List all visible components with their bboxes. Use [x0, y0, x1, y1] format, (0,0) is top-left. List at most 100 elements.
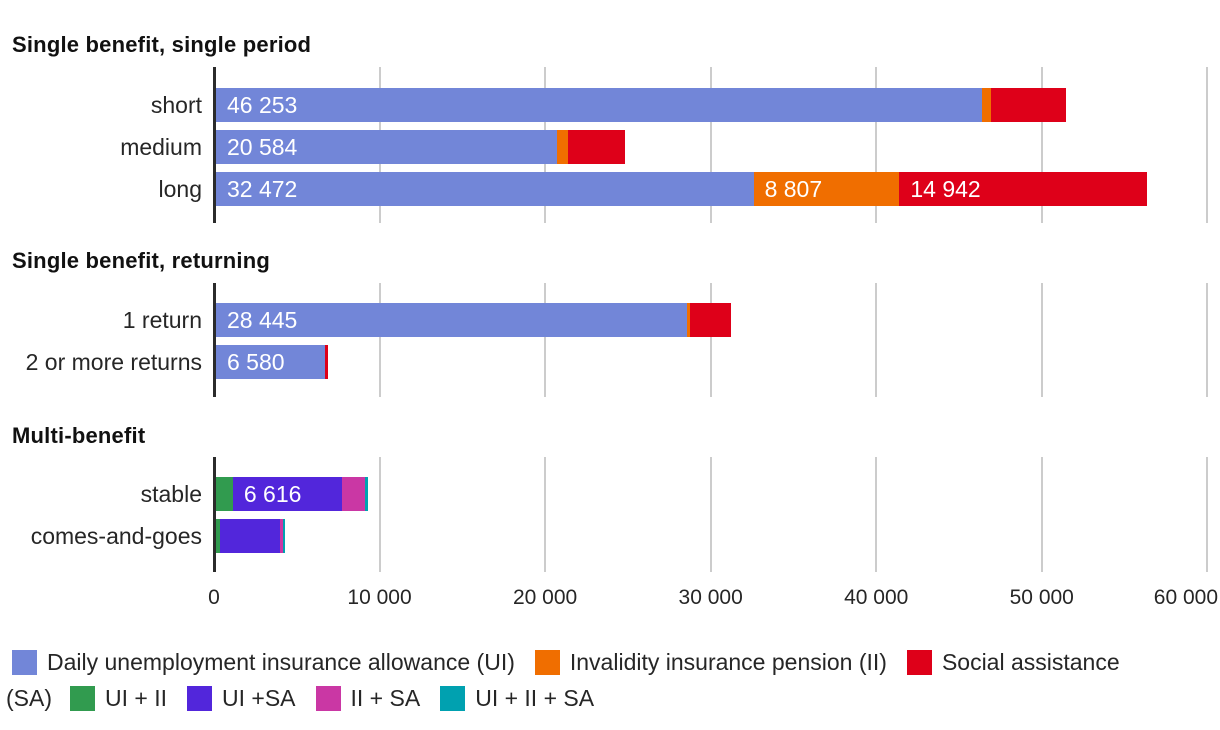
bar-value-label: 32 472: [227, 176, 298, 202]
gridline: [875, 283, 878, 397]
bar-segment-ii: [981, 88, 991, 122]
bar-stable: 6 616: [216, 477, 369, 511]
bar-segment-sa: [567, 130, 626, 164]
bar-segment-ui-sa: [219, 519, 280, 553]
legend-swatch-ii-sa: [315, 686, 341, 711]
category-label-short: short: [150, 92, 202, 118]
category-label-long: long: [158, 176, 202, 202]
bar-segment-ui: 32 472: [216, 172, 754, 206]
x-axis-tick-label: 30 000: [678, 586, 743, 609]
bar-segment-ui: 20 584: [216, 130, 557, 164]
bar-value-label: 28 445: [227, 307, 298, 333]
legend-item-ui-ii: UI + II: [70, 685, 167, 712]
bar-value-label: 8 807: [764, 176, 823, 202]
bar-segment-ii-sa: [342, 477, 366, 511]
legend-label: Invalidity insurance pension (II): [569, 649, 887, 675]
x-axis-tick-label: 20 000: [512, 586, 578, 609]
x-axis-tick-label: 10 000: [347, 586, 412, 609]
legend-label: II + SA: [350, 685, 421, 711]
bar-segment-ui: 28 445: [216, 303, 687, 337]
bar-segment-sa: [324, 345, 328, 379]
bar-segment-sa: [689, 303, 731, 337]
legend-item-ui-ii-sa: UI + II + SA: [440, 685, 594, 712]
legend-item-ui-sa: UI +SA: [187, 685, 296, 712]
bar-value-label: 6 580: [227, 349, 285, 375]
bar-segment-sa: 14 942: [899, 172, 1147, 206]
bar-value-label: 20 584: [227, 134, 298, 160]
gridline: [1040, 457, 1043, 572]
bar-1-return: 28 445: [216, 303, 731, 337]
gridline: [709, 283, 712, 397]
legend-label: Daily unemployment insurance allowance (…: [47, 649, 515, 675]
x-axis-tick-label: 50 000: [1009, 586, 1074, 609]
legend-label: UI + II: [105, 685, 167, 711]
bar-segment-ui: 6 580: [216, 345, 325, 379]
bar-segment-sa: [990, 88, 1066, 122]
plot-area-3: stable 6 616 comes-and-goes: [0, 457, 1220, 572]
legend-swatch-sa: [906, 650, 932, 675]
legend-swatch-ui-ii: [70, 686, 95, 711]
y-axis-line: [213, 457, 216, 572]
legend-swatch-ui-sa: [187, 686, 212, 711]
bar-long: 32 472 8 807 14 942: [216, 172, 1147, 206]
legend-item-ii: Invalidity insurance pension (II): [534, 649, 887, 676]
bar-2-or-more-returns: 6 580: [216, 345, 328, 379]
bar-segment-ii: [556, 130, 568, 164]
legend-swatch-ui: [12, 650, 37, 675]
legend-row-2: (SA) UI + II UI +SA II + SA UI + II + SA: [6, 685, 614, 712]
gridline: [1040, 283, 1043, 397]
legend-label: UI + II + SA: [475, 685, 595, 711]
category-label-medium: medium: [120, 134, 202, 160]
group-title-single-benefit-returning: Single benefit, returning: [12, 248, 271, 273]
gridline: [1040, 67, 1043, 223]
category-label-1-return: 1 return: [122, 307, 202, 333]
legend-item-ui: Daily unemployment insurance allowance (…: [12, 649, 515, 676]
bar-segment-ui-ii: [216, 519, 220, 553]
bar-segment-ui-ii: [216, 477, 233, 511]
category-label-2-or-more-returns: 2 or more returns: [25, 349, 202, 375]
gridline: [1206, 67, 1209, 223]
gridline: [709, 457, 712, 572]
legend-item-sa: Social assistance: [906, 649, 1120, 676]
bar-medium: 20 584: [216, 130, 626, 164]
bar-comes-and-goes: [216, 519, 285, 553]
gridline: [875, 457, 878, 572]
legend-swatch-ii: [534, 650, 560, 675]
x-axis-tick-label: 0: [208, 586, 220, 609]
plot-area-2: 1 return 28 445 2 or more returns 6 580: [0, 283, 1220, 397]
bar-value-label: 14 942: [910, 176, 981, 202]
legend-item-ii-sa: II + SA: [315, 685, 421, 712]
group-title-single-benefit-single-period: Single benefit, single period: [12, 32, 312, 57]
legend-swatch-ui-ii-sa: [440, 686, 466, 711]
gridline: [544, 457, 547, 572]
x-axis-tick-label: 40 000: [844, 586, 909, 609]
x-axis-labels: 0 10 000 20 000 30 000 40 000 50 000 60 000: [0, 586, 1220, 612]
x-axis-tick-label: 60 000: [1153, 586, 1218, 609]
gridline: [544, 283, 547, 397]
bar-segment-ui-sa: 6 616: [232, 477, 343, 511]
group-title-multi-benefit: Multi-benefit: [12, 423, 146, 448]
gridline: [378, 457, 381, 572]
gridline: [709, 67, 712, 223]
legend-label: Social assistance: [941, 649, 1120, 675]
gridline: [378, 283, 381, 397]
bar-value-label: 46 253: [227, 92, 298, 118]
bar-segment-ii: [686, 303, 690, 337]
legend-label-sa-wrap: (SA): [6, 685, 52, 711]
category-label-stable: stable: [140, 481, 202, 507]
bar-segment-ui-ii-sa: [365, 477, 369, 511]
bar-segment-ui-ii-sa: [282, 519, 285, 553]
legend-row-1: Daily unemployment insurance allowance (…: [12, 649, 1140, 676]
bar-segment-ii-sa: [279, 519, 283, 553]
bar-value-label: 6 616: [243, 481, 302, 507]
bar-segment-ui: 46 253: [216, 88, 982, 122]
y-axis-line: [213, 283, 216, 397]
gridline: [875, 67, 878, 223]
y-axis-line: [213, 67, 216, 223]
gridline: [1206, 283, 1209, 397]
bar-segment-ii: 8 807: [753, 172, 900, 206]
gridline: [1206, 457, 1209, 572]
category-label-comes-and-goes: comes-and-goes: [30, 523, 202, 549]
plot-area-1: short 46 253 medium 20 584 long 32 472 8 807 14…: [0, 67, 1220, 223]
